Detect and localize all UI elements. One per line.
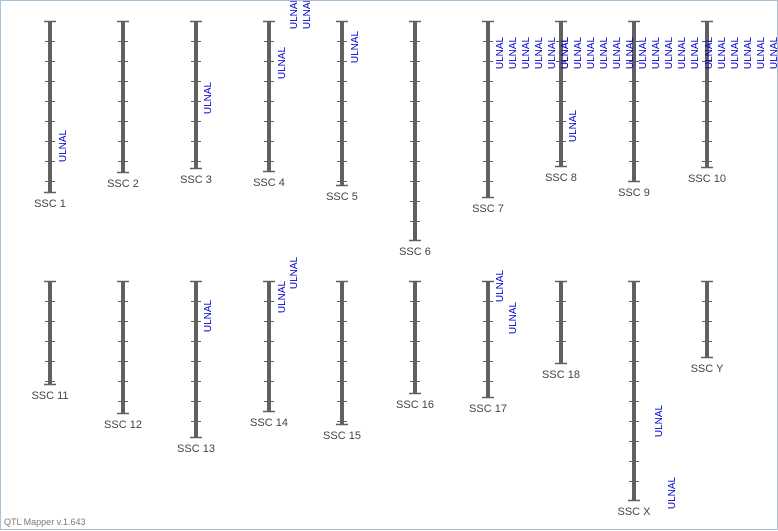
chromosome-label: SSC 12 [104, 419, 142, 431]
qtl-label: ULNAL [717, 36, 728, 69]
chromosome-bar [413, 21, 417, 241]
chromosome-bar [413, 281, 417, 394]
qtl-label: ULNAL [547, 36, 558, 69]
qtl-label: ULNAL [508, 301, 519, 334]
chromosome-label: SSC 8 [545, 172, 577, 184]
chromosome-ssc-13: SSC 13 ULNAL [177, 280, 215, 455]
qtl-label: ULNAL [521, 36, 532, 69]
qtl-label: ULNAL [289, 256, 300, 289]
chromosome-label: SSC 3 [180, 174, 212, 186]
chromosome-label: SSC 4 [253, 177, 285, 189]
chromosome-bar [340, 281, 344, 425]
chromosome-bar [340, 21, 344, 186]
app-version-footer: QTL Mapper v.1.643 [4, 517, 86, 527]
chromosome-bar [121, 281, 125, 414]
chromosome-label: SSC X [617, 506, 651, 518]
qtl-label: ULNAL [664, 36, 675, 69]
chromosome-label: SSC 13 [177, 443, 215, 455]
qtl-label: ULNAL [534, 36, 545, 69]
chromosome-label: SSC 17 [469, 403, 507, 415]
qtl-label: ULNAL [599, 36, 610, 69]
qtl-label: ULNAL [560, 36, 571, 69]
qtl-label: ULNAL [638, 36, 649, 69]
chromosome-bar [705, 281, 709, 358]
qtl-label: ULNAL [508, 36, 519, 69]
chromosome-bar [559, 281, 563, 364]
chromosome-label: SSC 7 [472, 203, 504, 215]
qtl-label: ULNAL [677, 36, 688, 69]
qtl-label: ULNAL [625, 36, 636, 69]
chromosome-bar [267, 281, 271, 412]
qtl-label: ULNAL [573, 36, 584, 69]
chromosome-ssc-5: SSC 5 ULNAL [326, 20, 361, 203]
chromosome-bar [705, 21, 709, 168]
chromosome-bar [559, 21, 563, 167]
qtl-label: ULNAL [667, 476, 678, 509]
chromosome-ssc-6: SSC 6 [399, 20, 431, 258]
chromosome-bar [267, 21, 271, 172]
chromosome-label: SSC 10 [688, 173, 726, 185]
qtl-label: ULNAL [568, 109, 579, 142]
qtl-label: ULNAL [704, 36, 715, 69]
qtl-label: ULNAL [730, 36, 741, 69]
qtl-label: ULNAL [651, 36, 662, 69]
qtl-label: ULNAL [350, 30, 361, 63]
chromosome-bar [48, 21, 52, 193]
chromosome-label: SSC 11 [31, 390, 68, 402]
qtl-label: ULNAL [203, 299, 214, 332]
chromosome-label: SSC 2 [107, 178, 139, 190]
qtl-label: ULNAL [769, 36, 778, 69]
qtl-label: ULNAL [203, 81, 214, 114]
qtl-label: ULNAL [495, 36, 506, 69]
chromosome-ssc-y: SSC Y [691, 280, 724, 375]
chromosome-ssc-11: SSC 11 [31, 280, 69, 402]
chromosome-label: SSC Y [691, 363, 724, 375]
qtl-label: ULNAL [756, 36, 767, 69]
qtl-label: ULNAL [277, 280, 288, 313]
chromosome-label: SSC 9 [618, 187, 650, 199]
chromosome-label: SSC 16 [396, 399, 434, 411]
qtl-label: ULNAL [654, 404, 665, 437]
qtl-label: ULNAL [495, 269, 506, 302]
chromosome-ssc-12: SSC 12 [104, 280, 142, 431]
chromosome-bar [486, 281, 490, 398]
chromosome-bar [48, 281, 52, 385]
chromosome-ssc-18: SSC 18 [542, 280, 580, 381]
chromosome-label: SSC 5 [326, 191, 358, 203]
chromosome-label: SSC 14 [250, 417, 288, 429]
chromosome-ssc-16: SSC 16 [396, 280, 434, 411]
chromosome-bar [194, 281, 198, 438]
qtl-label: ULNAL [58, 129, 69, 162]
chromosome-ssc-1: SSC 1 ULNAL [34, 20, 69, 210]
chromosome-bar [121, 21, 125, 173]
chromosome-bar [632, 281, 636, 501]
qtl-label: ULNAL [586, 36, 597, 69]
qtl-label: ULNAL [277, 46, 288, 79]
chromosome-bar [486, 21, 490, 198]
qtl-label: ULNAL [289, 1, 300, 29]
qtl-label: ULNAL [743, 36, 754, 69]
chromosome-bar [194, 21, 198, 169]
qtl-label: ULNAL [560, 36, 571, 69]
chromosome-label: SSC 18 [542, 369, 580, 381]
chromosome-ssc-x: SSC X ULNAL ULNAL [617, 280, 678, 518]
chromosome-label: SSC 15 [323, 430, 361, 442]
qtl-label: ULNAL [690, 36, 701, 69]
chromosome-ssc-2: SSC 2 [107, 20, 139, 190]
qtl-label: ULNAL [302, 1, 313, 29]
chromosome-ssc-15: SSC 15 [323, 280, 361, 442]
chromosome-label: SSC 6 [399, 246, 431, 258]
chromosome-label: SSC 1 [34, 198, 66, 210]
chromosome-ssc-3: SSC 3 ULNAL [180, 20, 214, 186]
qtl-label: ULNAL [612, 36, 623, 69]
